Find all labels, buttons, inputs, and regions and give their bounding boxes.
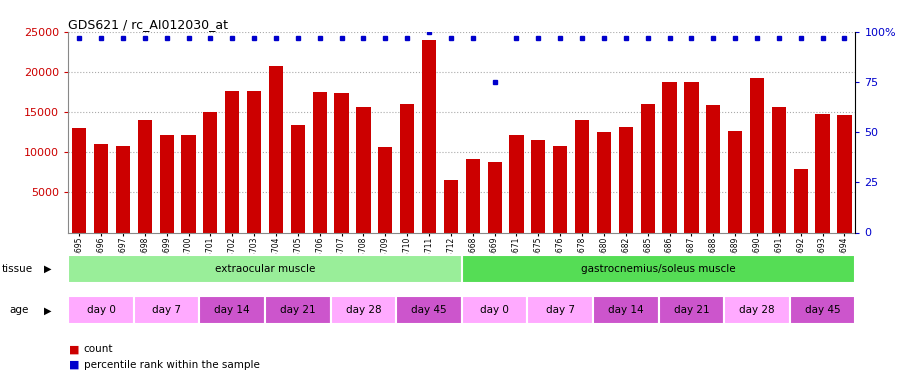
Text: GDS621 / rc_AI012030_at: GDS621 / rc_AI012030_at bbox=[68, 18, 228, 31]
Bar bbox=[466, 159, 480, 232]
Text: ▶: ▶ bbox=[44, 264, 51, 274]
Text: tissue: tissue bbox=[2, 264, 33, 274]
Bar bbox=[528, 296, 593, 324]
Bar bbox=[247, 91, 261, 232]
Bar bbox=[199, 296, 265, 324]
Bar bbox=[290, 125, 305, 232]
Text: age: age bbox=[9, 305, 28, 315]
Text: extraocular muscle: extraocular muscle bbox=[215, 264, 315, 274]
Text: day 7: day 7 bbox=[152, 305, 181, 315]
Bar bbox=[72, 128, 86, 232]
Bar bbox=[488, 162, 501, 232]
Bar bbox=[728, 131, 743, 232]
Bar bbox=[659, 296, 724, 324]
Text: count: count bbox=[84, 345, 113, 354]
Text: percentile rank within the sample: percentile rank within the sample bbox=[84, 360, 259, 369]
Bar bbox=[815, 114, 830, 232]
Bar bbox=[116, 146, 130, 232]
Text: day 7: day 7 bbox=[546, 305, 575, 315]
Bar bbox=[794, 169, 808, 232]
Text: day 28: day 28 bbox=[346, 305, 381, 315]
Bar bbox=[134, 296, 199, 324]
Bar bbox=[593, 296, 659, 324]
Bar bbox=[790, 296, 855, 324]
Bar bbox=[422, 40, 436, 232]
Bar bbox=[203, 112, 217, 232]
Bar bbox=[575, 120, 589, 232]
Bar bbox=[379, 147, 392, 232]
Bar bbox=[619, 127, 633, 232]
Bar bbox=[461, 296, 528, 324]
Bar bbox=[444, 180, 458, 232]
Bar bbox=[531, 140, 545, 232]
Bar bbox=[268, 66, 283, 232]
Bar bbox=[181, 135, 196, 232]
Text: ■: ■ bbox=[69, 345, 80, 354]
Text: day 21: day 21 bbox=[280, 305, 316, 315]
Text: day 14: day 14 bbox=[215, 305, 250, 315]
Bar bbox=[225, 91, 239, 232]
Bar bbox=[313, 92, 327, 232]
Bar bbox=[68, 296, 134, 324]
Bar bbox=[357, 106, 370, 232]
Bar bbox=[750, 78, 764, 232]
Text: day 0: day 0 bbox=[480, 305, 509, 315]
Bar bbox=[94, 144, 108, 232]
Bar bbox=[706, 105, 721, 232]
Bar bbox=[68, 255, 461, 283]
Bar bbox=[335, 93, 349, 232]
Bar bbox=[330, 296, 396, 324]
Text: gastrocnemius/soleus muscle: gastrocnemius/soleus muscle bbox=[581, 264, 736, 274]
Bar bbox=[265, 296, 330, 324]
Bar bbox=[137, 120, 152, 232]
Text: day 28: day 28 bbox=[739, 305, 774, 315]
Bar bbox=[461, 255, 855, 283]
Bar bbox=[772, 107, 786, 232]
Bar bbox=[641, 104, 655, 232]
Bar bbox=[159, 135, 174, 232]
Bar bbox=[510, 135, 523, 232]
Bar bbox=[724, 296, 790, 324]
Text: day 14: day 14 bbox=[608, 305, 643, 315]
Bar bbox=[837, 114, 852, 232]
Text: ▶: ▶ bbox=[44, 305, 51, 315]
Text: day 45: day 45 bbox=[411, 305, 447, 315]
Text: day 0: day 0 bbox=[86, 305, 116, 315]
Bar bbox=[553, 146, 567, 232]
Bar bbox=[662, 82, 677, 232]
Text: day 21: day 21 bbox=[673, 305, 709, 315]
Bar bbox=[396, 296, 461, 324]
Text: day 45: day 45 bbox=[804, 305, 841, 315]
Bar bbox=[597, 132, 611, 232]
Text: ■: ■ bbox=[69, 360, 80, 369]
Bar bbox=[400, 104, 414, 232]
Bar bbox=[684, 82, 699, 232]
